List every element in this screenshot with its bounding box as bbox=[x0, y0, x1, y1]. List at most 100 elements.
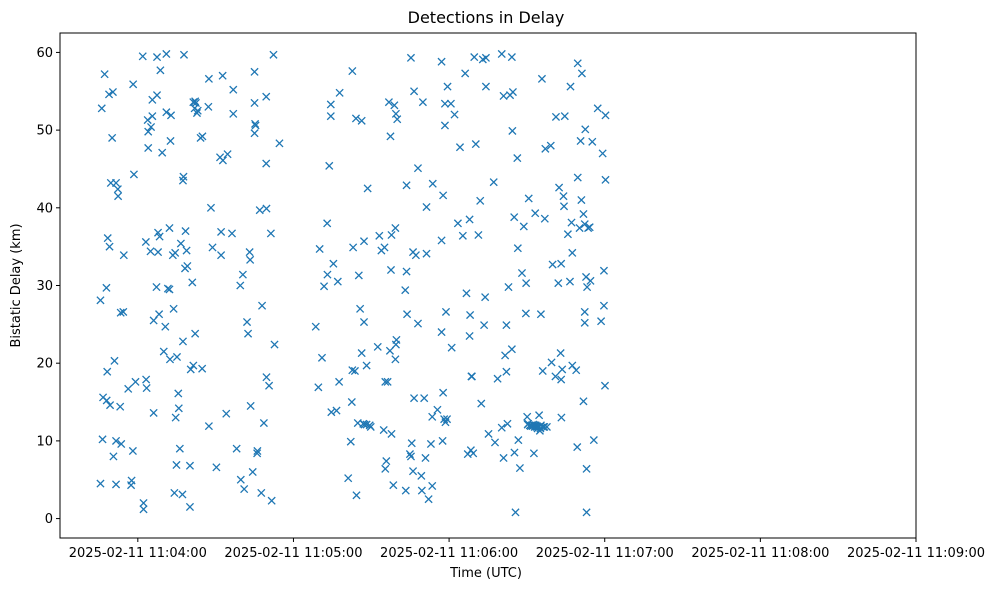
data-point bbox=[391, 355, 400, 364]
data-point bbox=[116, 308, 125, 317]
data-point bbox=[327, 408, 336, 417]
data-point bbox=[128, 446, 137, 456]
data-point bbox=[386, 132, 395, 141]
data-point bbox=[580, 318, 589, 327]
data-point bbox=[515, 464, 524, 473]
data-point bbox=[325, 161, 334, 170]
data-point bbox=[381, 377, 390, 386]
data-point bbox=[179, 50, 189, 59]
data-point bbox=[270, 340, 279, 349]
data-point bbox=[97, 104, 106, 113]
data-point bbox=[411, 251, 420, 260]
data-point bbox=[522, 279, 531, 288]
data-point bbox=[462, 289, 471, 298]
data-point bbox=[392, 335, 401, 344]
data-point bbox=[174, 404, 183, 413]
data-point bbox=[513, 154, 522, 163]
x-tick-label: 2025-02-11 11:07:00 bbox=[536, 546, 674, 561]
data-point bbox=[523, 412, 532, 421]
data-point bbox=[146, 122, 156, 132]
data-point bbox=[359, 237, 369, 246]
data-point bbox=[158, 148, 167, 157]
data-point bbox=[262, 204, 271, 213]
data-point bbox=[127, 476, 136, 485]
data-point bbox=[229, 109, 238, 118]
data-point bbox=[566, 82, 575, 91]
data-point bbox=[461, 69, 470, 78]
data-point bbox=[111, 178, 121, 188]
data-point bbox=[579, 397, 588, 406]
data-point bbox=[453, 219, 462, 228]
data-point bbox=[315, 244, 324, 254]
data-point bbox=[490, 438, 500, 447]
data-point bbox=[178, 490, 187, 499]
data-point bbox=[408, 467, 418, 476]
data-point bbox=[559, 202, 569, 211]
data-point bbox=[391, 223, 400, 233]
data-point bbox=[250, 67, 259, 76]
data-point bbox=[410, 87, 419, 96]
data-point bbox=[428, 412, 437, 421]
data-point bbox=[510, 448, 519, 457]
data-point bbox=[401, 486, 410, 495]
data-point bbox=[229, 85, 238, 94]
data-point bbox=[537, 74, 547, 83]
data-point bbox=[250, 129, 259, 138]
data-point bbox=[172, 460, 181, 470]
data-point bbox=[185, 461, 195, 470]
x-tick-label: 2025-02-11 11:05:00 bbox=[224, 546, 362, 561]
data-point bbox=[583, 282, 592, 292]
data-point bbox=[222, 409, 231, 418]
data-point bbox=[375, 231, 384, 240]
data-point bbox=[593, 104, 602, 113]
data-point bbox=[413, 164, 423, 173]
data-point bbox=[554, 279, 563, 288]
data-point bbox=[96, 479, 105, 488]
data-point bbox=[236, 281, 245, 290]
data-point bbox=[384, 98, 393, 107]
data-point bbox=[223, 150, 232, 159]
data-point bbox=[580, 307, 589, 316]
data-point bbox=[109, 452, 118, 461]
data-point bbox=[573, 443, 582, 452]
data-point bbox=[366, 422, 375, 431]
data-point bbox=[333, 277, 342, 286]
data-point bbox=[428, 179, 437, 188]
data-point bbox=[508, 126, 517, 135]
data-point bbox=[413, 319, 423, 328]
data-point bbox=[165, 355, 175, 364]
data-point bbox=[406, 452, 416, 461]
data-point bbox=[139, 498, 148, 508]
data-point bbox=[481, 293, 490, 302]
data-point bbox=[96, 296, 105, 305]
data-point bbox=[255, 206, 264, 215]
data-point bbox=[265, 381, 274, 390]
data-point bbox=[387, 429, 396, 438]
data-point bbox=[405, 450, 414, 459]
data-point bbox=[401, 286, 410, 295]
data-point bbox=[275, 139, 284, 148]
data-point bbox=[381, 464, 390, 473]
data-point bbox=[497, 423, 506, 432]
data-point bbox=[539, 422, 548, 431]
data-point bbox=[551, 372, 560, 381]
data-point bbox=[251, 121, 260, 130]
data-point bbox=[440, 121, 450, 130]
data-point bbox=[581, 125, 590, 134]
data-point bbox=[323, 219, 332, 228]
data-point bbox=[117, 439, 126, 449]
data-point bbox=[383, 377, 392, 386]
data-point bbox=[357, 116, 366, 125]
data-point bbox=[189, 361, 198, 370]
data-point bbox=[531, 209, 540, 218]
data-point bbox=[582, 464, 591, 473]
data-point bbox=[131, 377, 140, 386]
data-point bbox=[557, 413, 566, 422]
data-point bbox=[467, 372, 476, 381]
data-point bbox=[174, 389, 183, 398]
data-point bbox=[100, 70, 109, 79]
x-axis-label: Time (UTC) bbox=[449, 566, 522, 581]
data-point bbox=[218, 71, 227, 80]
